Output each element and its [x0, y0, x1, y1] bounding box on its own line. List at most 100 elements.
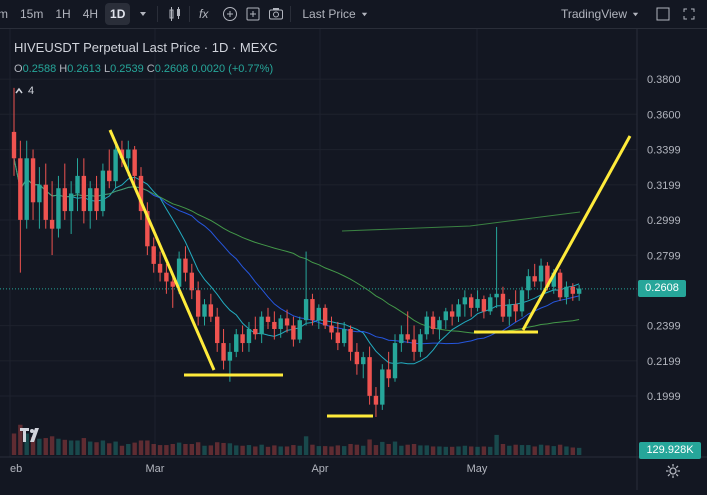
candle-body — [234, 334, 239, 352]
volume-bar — [227, 443, 233, 455]
candle — [392, 334, 398, 382]
interval-4h[interactable]: 4H — [82, 7, 99, 21]
candle-body — [488, 297, 493, 312]
candle-body — [418, 334, 423, 352]
volume-bar — [538, 444, 544, 455]
volume-bar — [145, 440, 150, 455]
chart-canvas[interactable]: 0.3800 0.3600 0.3399 0.3199 0.2999 0.2799 0.23… — [0, 29, 707, 490]
volume-bar — [119, 445, 125, 455]
toolbar-divider — [157, 6, 159, 22]
candle — [532, 263, 537, 287]
candle — [367, 346, 372, 405]
expand-icon[interactable] — [679, 3, 699, 25]
trendline-up — [521, 135, 632, 331]
candle-body — [68, 193, 74, 212]
candle — [443, 307, 448, 329]
toolbar-divider — [189, 6, 191, 22]
candle — [399, 325, 404, 352]
interval-15m[interactable]: 15m — [20, 7, 44, 21]
volume-bar — [291, 445, 296, 455]
candle — [488, 293, 493, 315]
volume-bar — [234, 445, 239, 455]
candle — [145, 202, 150, 256]
volume-bar — [411, 444, 417, 455]
candle-body — [11, 131, 17, 159]
volume-bar — [481, 446, 487, 455]
candle-body — [202, 304, 207, 317]
candle — [291, 316, 296, 347]
candle — [259, 311, 264, 344]
candle-body — [424, 316, 429, 335]
volume-bar — [94, 442, 99, 455]
candle-body — [246, 328, 252, 344]
candle — [132, 145, 137, 189]
volume-bar — [253, 446, 258, 455]
volume-bar — [88, 441, 93, 455]
price-type-label: Last Price — [302, 7, 356, 21]
candle — [430, 311, 436, 335]
volume-bar — [424, 445, 429, 455]
symbol-title[interactable]: HIVEUSDT Perpetual Last Price · 1D · MEX… — [14, 40, 278, 55]
chevron-up-icon — [15, 87, 23, 94]
volume-bar — [195, 442, 201, 455]
snapshot-camera-icon[interactable] — [266, 3, 286, 25]
indicators-icon[interactable]: fx — [197, 3, 217, 25]
candlestick-type-icon[interactable] — [165, 3, 185, 25]
interval-1d[interactable]: 1D — [105, 3, 131, 25]
volume-bar — [297, 445, 302, 455]
candle-body — [145, 211, 150, 247]
price-tick-2: 0.3399 — [647, 145, 681, 157]
candle — [456, 299, 461, 322]
volume-bar — [570, 447, 575, 455]
chart-settings-gear-icon[interactable] — [665, 463, 681, 479]
candle-body — [526, 276, 531, 291]
candle — [56, 175, 61, 238]
price-axis-ticks: 0.3800 0.3600 0.3399 0.3199 0.2999 0.2799 0.23… — [647, 74, 681, 403]
chevron-down-icon[interactable] — [133, 3, 153, 25]
candle-body — [386, 369, 391, 379]
interval-1h[interactable]: 1H — [55, 7, 71, 21]
settings-icon[interactable] — [243, 3, 263, 25]
candle-body — [30, 158, 36, 203]
candle — [469, 293, 474, 317]
interval-1m[interactable]: m — [0, 7, 8, 21]
volume-bar — [437, 446, 442, 455]
candle-body — [284, 318, 290, 326]
candle-body — [392, 343, 398, 379]
price-tick-3: 0.3199 — [647, 180, 681, 192]
price-type-select[interactable]: Last Price — [297, 3, 373, 25]
moving-average-long — [341, 211, 581, 232]
volume-bar — [113, 441, 118, 455]
candle-body — [322, 307, 328, 326]
volume-bar — [278, 446, 283, 455]
candle — [265, 307, 271, 329]
candle — [88, 181, 93, 229]
volume-bar — [56, 438, 61, 455]
candle-body — [310, 299, 315, 321]
ohlc-close: 0.2608 — [154, 63, 189, 75]
candle-body — [259, 316, 264, 335]
candle — [246, 321, 252, 352]
candle-body — [507, 304, 512, 317]
candle-body — [157, 263, 163, 273]
candle — [272, 311, 277, 340]
provider-select[interactable]: TradingView — [556, 3, 645, 25]
candle — [202, 299, 207, 326]
indicators-toggle[interactable]: 4 — [14, 85, 34, 97]
volume-bar — [265, 446, 271, 455]
candle — [380, 364, 385, 410]
candle-body — [437, 320, 442, 329]
volume-bar — [208, 445, 214, 455]
candle — [253, 316, 258, 340]
moving-average-22 — [13, 158, 580, 345]
compare-icon[interactable] — [220, 3, 240, 25]
candle — [576, 284, 582, 301]
volume-bar — [176, 442, 182, 455]
fullscreen-icon[interactable] — [653, 3, 673, 25]
candle-body — [100, 170, 106, 212]
candle — [49, 181, 55, 256]
candle-body — [367, 357, 372, 396]
volume-bar — [316, 446, 321, 455]
candle-body — [456, 304, 461, 317]
price-chart[interactable]: 0.3800 0.3600 0.3399 0.3199 0.2999 0.2799 0.23… — [0, 29, 707, 490]
